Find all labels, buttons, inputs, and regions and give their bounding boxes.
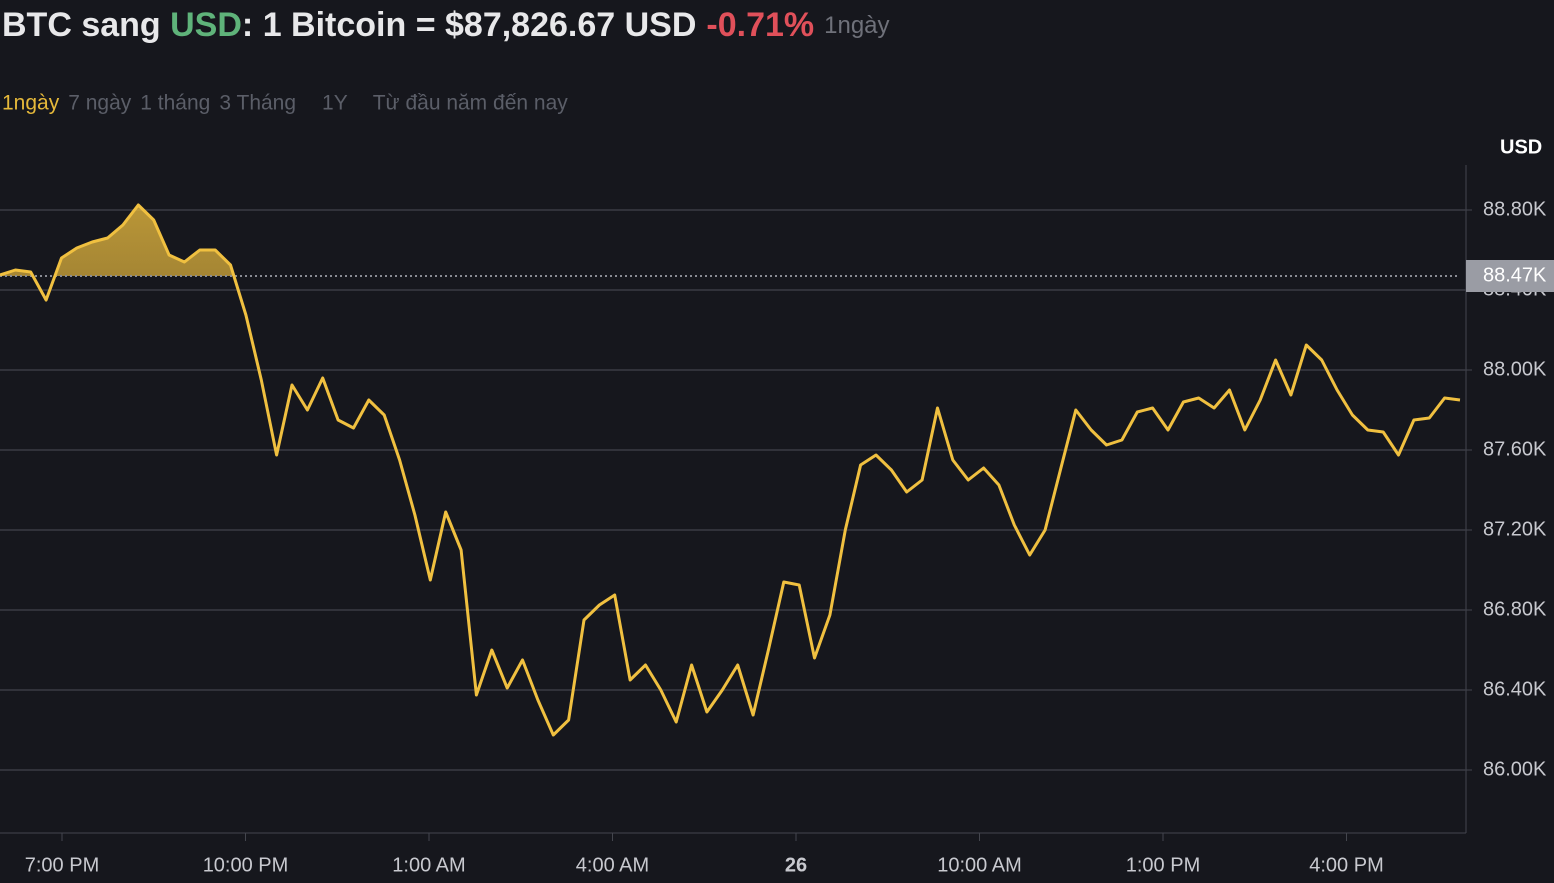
pair: BTC sang: [2, 6, 170, 44]
x-tick-label: 1:00 PM: [1126, 854, 1200, 876]
range-buttons: 1ngày 7 ngày 1 tháng 3 Tháng 1Y Từ đầu năm đế…: [2, 92, 568, 115]
x-tick-label: 1:00 AM: [392, 854, 465, 876]
x-tick-label: 4:00 PM: [1309, 854, 1383, 876]
range-button[interactable]: Từ đầu năm đến nay: [373, 92, 569, 115]
x-tick-label: 26: [785, 854, 807, 876]
range-button[interactable]: 7 ngày: [68, 92, 132, 115]
x-tick-label: 4:00 AM: [576, 854, 649, 876]
range-button[interactable]: 3 Tháng: [219, 92, 296, 115]
baseline-label: 88.47K: [1483, 264, 1547, 286]
range-button[interactable]: 1Y: [322, 92, 348, 115]
price-line: [0, 203, 1461, 737]
x-tick-label: 7:00 PM: [25, 854, 99, 876]
y-tick-label: 87.60K: [1483, 438, 1547, 460]
range-button[interactable]: 1 tháng: [140, 92, 210, 115]
y-tick-label: 86.00K: [1483, 758, 1547, 780]
currency: USD: [170, 6, 242, 44]
x-tick-label: 10:00 PM: [203, 854, 289, 876]
change: -0.71%: [706, 6, 814, 44]
y-tick-label: 86.40K: [1483, 678, 1547, 700]
header-title: BTC sang USD: 1 Bitcoin = $87,826.67 USD…: [2, 6, 890, 44]
rate: : 1 Bitcoin = $87,826.67 USD: [242, 6, 696, 44]
range-button[interactable]: 1ngày: [2, 92, 60, 115]
y-tick-label: 87.20K: [1483, 518, 1547, 540]
baseline-label-box: [1466, 260, 1554, 292]
y-tick-label: 88.00K: [1483, 358, 1547, 380]
period: 1ngày: [824, 12, 889, 39]
x-tick-label: 10:00 AM: [937, 854, 1022, 876]
area-above-baseline: [0, 205, 1460, 276]
y-tick-label: 88.80K: [1483, 198, 1547, 220]
y-tick-label: 86.80K: [1483, 598, 1547, 620]
axis-label: USD: [1500, 136, 1542, 158]
